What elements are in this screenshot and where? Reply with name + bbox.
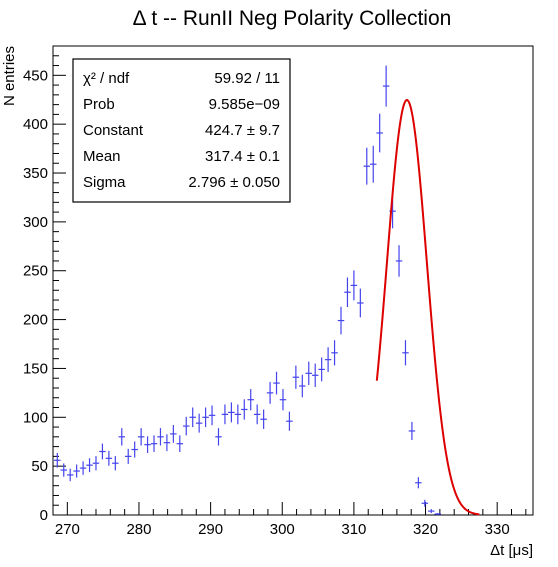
data-point <box>234 404 242 425</box>
stats-value: 59.92 / 11 <box>214 70 280 87</box>
data-point <box>208 405 216 426</box>
x-tick-label: 310 <box>341 521 366 538</box>
data-point <box>150 435 158 452</box>
data-point <box>318 357 325 382</box>
stats-label: χ² / ndf <box>83 70 130 87</box>
data-point <box>157 428 164 446</box>
data-point <box>183 416 190 436</box>
data-point <box>305 361 312 386</box>
y-tick-label: 200 <box>23 312 48 329</box>
data-point <box>79 461 87 475</box>
x-tick-label: 270 <box>55 521 80 538</box>
data-point <box>60 463 67 477</box>
data-point <box>176 435 184 452</box>
data-point <box>131 441 138 458</box>
stats-box: χ² / ndf 59.92 / 11 Prob 9.585e−09 Constant 4… <box>72 58 291 203</box>
stats-value: 9.585e−09 <box>209 96 280 113</box>
data-point <box>434 513 441 515</box>
data-point <box>402 340 409 366</box>
data-point <box>112 456 119 471</box>
stats-label: Mean <box>83 148 121 165</box>
stats-label: Prob <box>83 96 115 113</box>
data-point <box>344 277 351 307</box>
stats-value: 317.4 ± 0.1 <box>205 148 280 165</box>
data-point <box>395 245 403 277</box>
data-point <box>331 340 338 366</box>
data-point <box>247 389 254 411</box>
y-tick-label: 0 <box>40 507 48 524</box>
y-tick-label: 100 <box>23 409 48 426</box>
y-tick-label: 400 <box>23 116 48 133</box>
data-point <box>299 374 306 398</box>
data-point <box>73 464 80 478</box>
data-point <box>66 468 74 482</box>
data-point <box>370 145 377 183</box>
x-tick-label: 300 <box>270 521 295 538</box>
data-point <box>189 407 196 428</box>
data-point <box>415 477 422 489</box>
data-point <box>92 456 100 471</box>
data-point <box>428 509 435 514</box>
data-point <box>125 448 132 464</box>
y-tick-label: 150 <box>23 360 48 377</box>
data-point <box>118 428 125 446</box>
data-point <box>253 404 261 425</box>
stats-value: 2.796 ± 0.050 <box>188 174 280 191</box>
data-point <box>105 450 113 466</box>
data-point <box>195 413 203 433</box>
data-point <box>273 371 280 395</box>
data-point <box>363 147 371 185</box>
data-point <box>170 425 177 443</box>
data-point <box>357 288 364 318</box>
data-point <box>202 407 209 428</box>
data-point <box>292 365 300 389</box>
y-tick-label: 250 <box>23 263 48 280</box>
x-tick-label: 290 <box>198 521 223 538</box>
y-tick-label: 350 <box>23 165 48 182</box>
data-point <box>163 434 171 452</box>
data-point <box>337 306 345 335</box>
gaussian-fit-line <box>375 99 480 516</box>
data-point <box>215 428 222 446</box>
data-point <box>286 411 293 431</box>
data-point <box>137 428 145 446</box>
data-point <box>376 113 383 153</box>
data-point <box>421 499 429 507</box>
stats-label: Constant <box>83 122 144 139</box>
x-axis-label: Δt [μs] <box>490 542 533 559</box>
data-point <box>99 443 106 460</box>
fit-curve-layer <box>375 99 480 516</box>
y-tick-label: 50 <box>31 458 48 475</box>
data-point <box>408 421 416 441</box>
stats-value: 424.7 ± 9.7 <box>205 122 280 139</box>
x-tick-label: 330 <box>485 521 510 538</box>
y-axis-label: N entries <box>1 46 18 106</box>
data-point <box>266 381 274 404</box>
y-tick-label: 300 <box>23 214 48 231</box>
data-point <box>350 270 358 301</box>
stats-label: Sigma <box>83 174 126 191</box>
data-point <box>54 452 61 468</box>
axes: 270 280 290 300 310 320 330 0 50 100 150 200 250 300 3… <box>1 45 534 559</box>
data-point <box>228 402 235 423</box>
data-point <box>382 65 390 107</box>
data-point <box>324 347 332 372</box>
data-point <box>241 399 248 420</box>
stats-box-frame <box>72 58 291 203</box>
chart-title: Δ t -- RunII Neg Polarity Collection <box>133 7 452 30</box>
data-point <box>260 409 267 429</box>
data-marks <box>54 65 441 515</box>
x-tick-label: 320 <box>413 521 438 538</box>
data-point <box>144 436 151 453</box>
x-tick-label: 280 <box>126 521 151 538</box>
data-point <box>279 389 287 411</box>
y-tick-label: 450 <box>23 67 48 84</box>
data-point <box>86 458 93 473</box>
data-point <box>311 363 319 388</box>
data-point <box>221 404 229 425</box>
